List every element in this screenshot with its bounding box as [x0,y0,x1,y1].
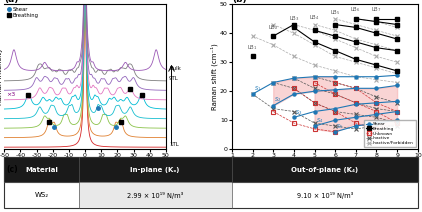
Text: Material: Material [25,167,58,173]
Bar [4,157,418,182]
Legend: Shear, Breathing, Unknown, Inactive, Inactive/Forbidden: Shear, Breathing, Unknown, Inactive, Ina… [365,120,416,147]
Y-axis label: Raman shift (cm⁻¹): Raman shift (cm⁻¹) [211,43,219,110]
Text: S$_3$: S$_3$ [295,108,303,117]
X-axis label: Raman shift (cm⁻¹): Raman shift (cm⁻¹) [51,160,119,167]
Y-axis label: Raman intensity: Raman intensity [0,48,3,105]
Legend: Shear, Breathing: Shear, Breathing [7,7,39,18]
Text: LB$_7$: LB$_7$ [371,6,382,14]
Text: LB$_1$: LB$_1$ [247,43,258,52]
Text: 2.99 × 10¹⁹ N/m³: 2.99 × 10¹⁹ N/m³ [127,192,183,199]
Text: LB$_2$: LB$_2$ [268,23,279,32]
Text: WS₂: WS₂ [34,192,49,198]
Text: LB$_4$: LB$_4$ [309,13,320,22]
Text: (a): (a) [4,0,19,4]
Text: LB$_3$: LB$_3$ [289,14,299,23]
Text: 1TL: 1TL [169,142,179,147]
Text: (b): (b) [232,0,246,4]
Text: S$_4$: S$_4$ [316,117,323,126]
Text: LB$_6$: LB$_6$ [350,6,361,14]
Text: 9.10 × 10¹⁹ N/m³: 9.10 × 10¹⁹ N/m³ [297,192,353,199]
Text: S$_2$: S$_2$ [274,95,281,104]
Bar [78,182,232,208]
Text: ×3: ×3 [6,92,15,97]
Text: Bulk: Bulk [169,66,181,71]
Text: (c): (c) [6,165,18,174]
Text: In-plane (Kₓ): In-plane (Kₓ) [130,167,180,173]
Text: LB$_5$: LB$_5$ [330,8,341,17]
X-axis label: Number of layers: Number of layers [295,160,355,166]
Text: Out-of-plane (K₄): Out-of-plane (K₄) [291,167,358,173]
Text: S$_5$: S$_5$ [336,122,344,131]
Text: 9TL: 9TL [169,76,179,81]
Text: S$_1$: S$_1$ [254,84,261,93]
